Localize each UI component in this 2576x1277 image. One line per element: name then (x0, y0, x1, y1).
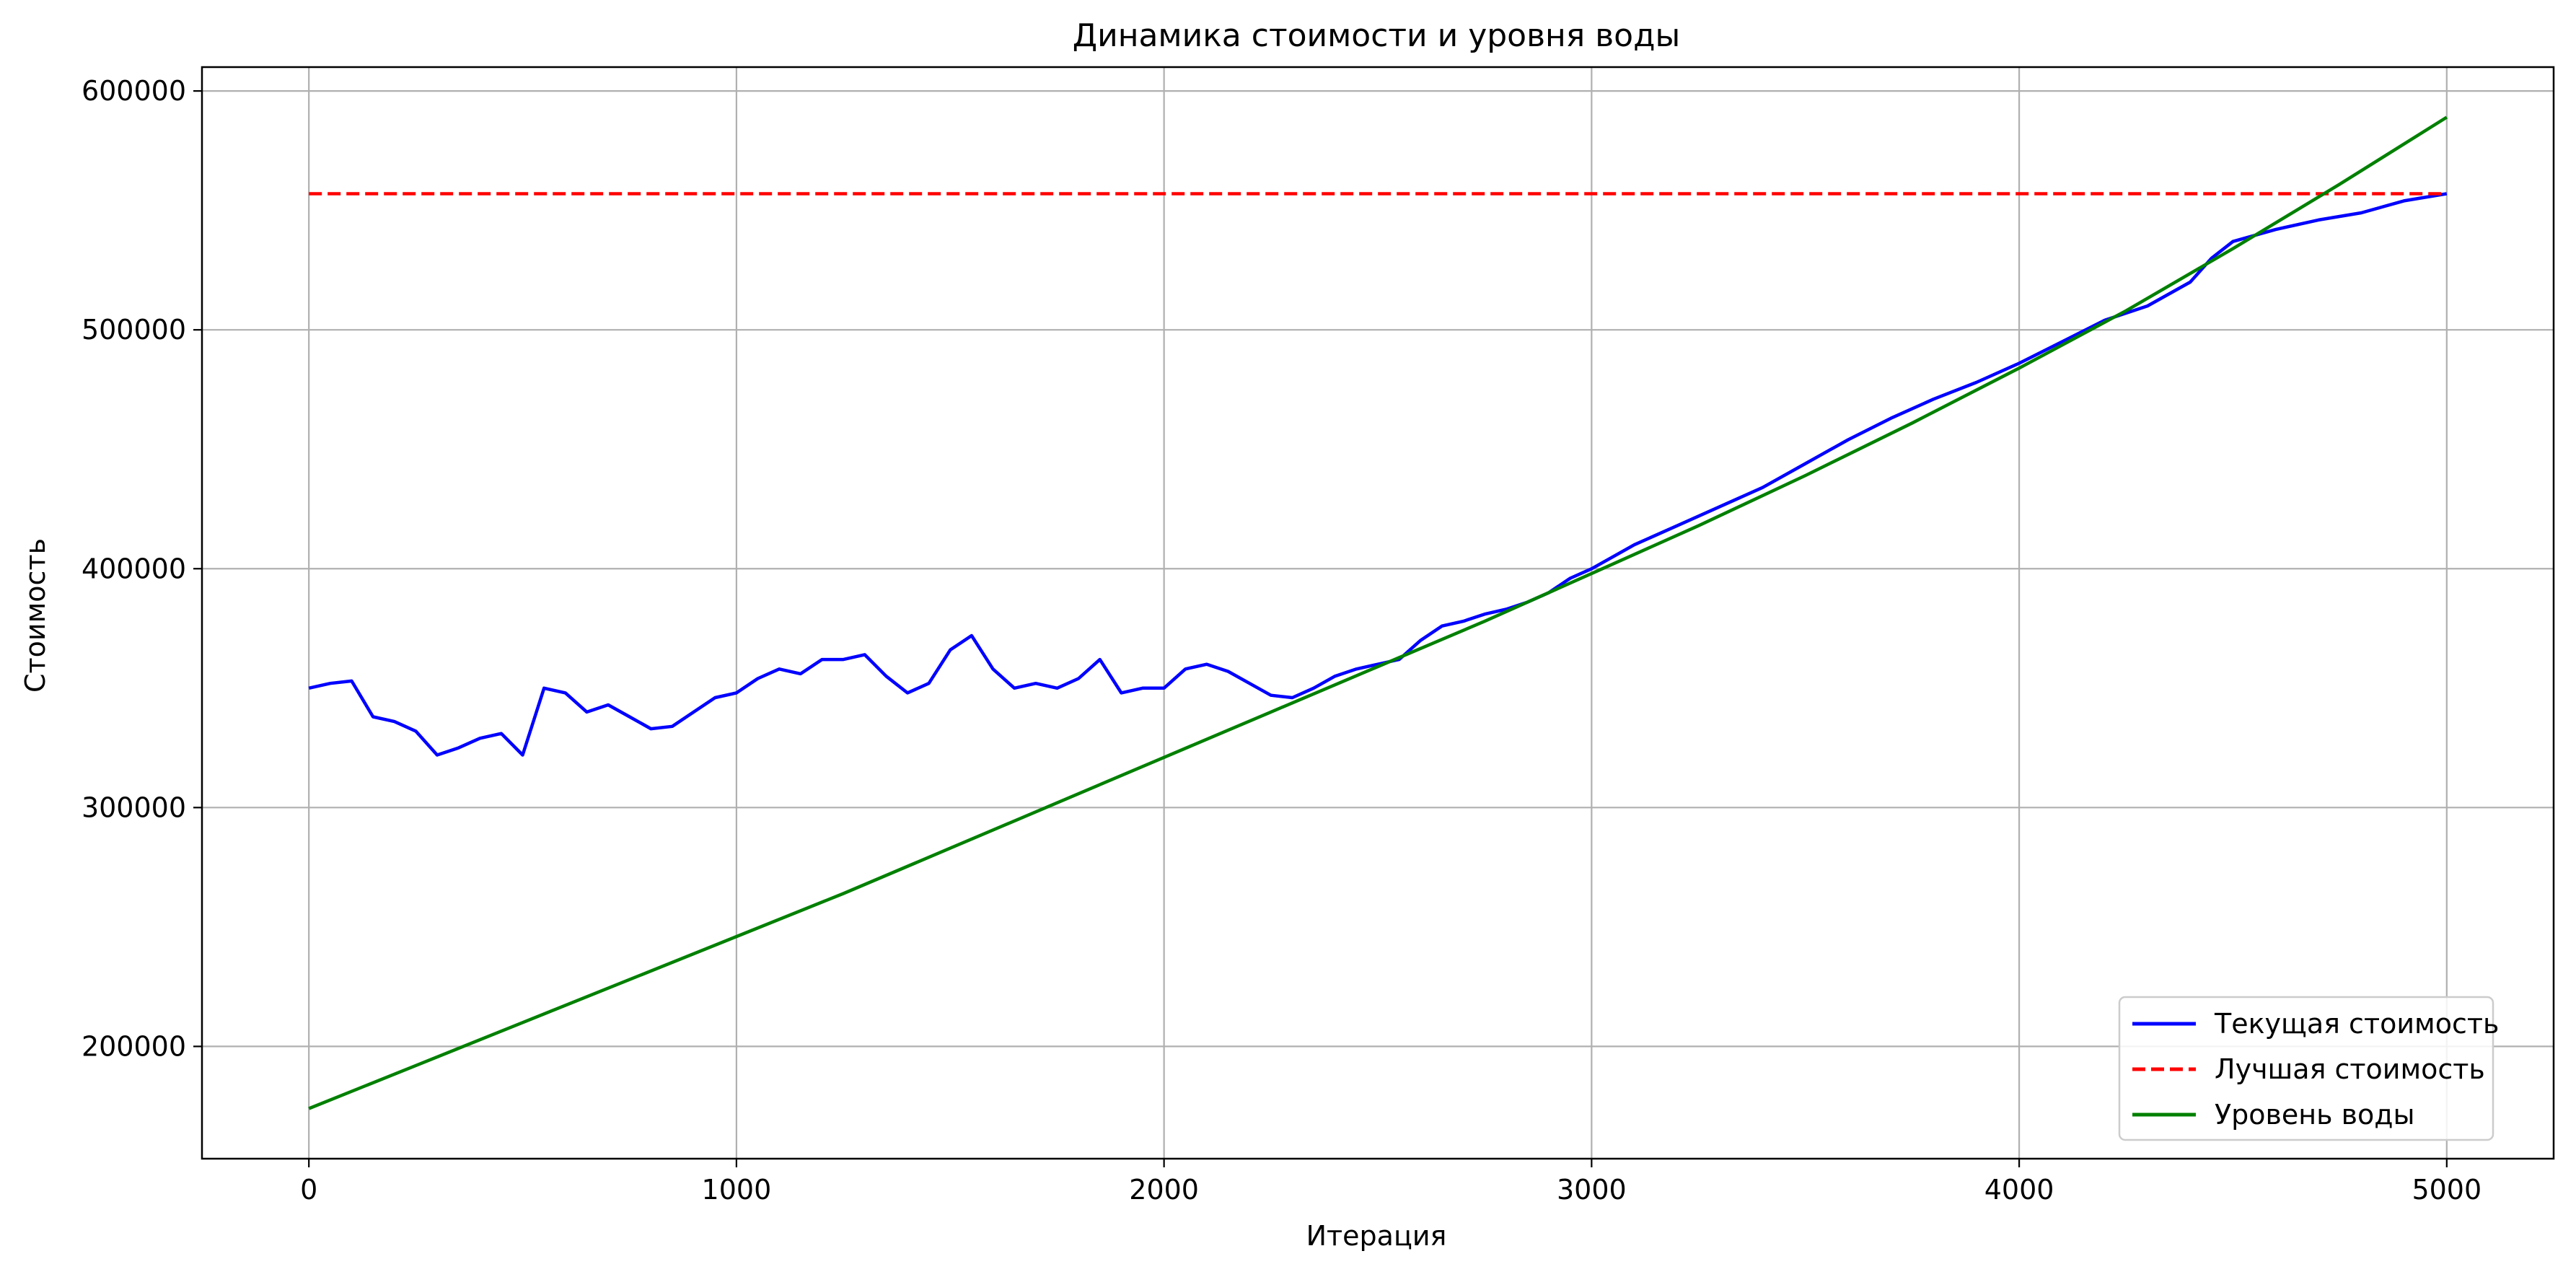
x-tick-label: 5000 (2412, 1174, 2482, 1206)
legend-label-best-cost: Лучшая стоимость (2215, 1053, 2485, 1085)
legend-box (2118, 996, 2494, 1141)
x-tick-label: 2000 (1129, 1174, 1199, 1206)
x-axis-label: Итерация (1306, 1220, 1447, 1252)
chart-title: Динамика стоимости и уровня воды (1073, 17, 1681, 54)
x-tick-label: 0 (300, 1174, 317, 1206)
current-cost-line (308, 192, 2448, 757)
series-lines (308, 115, 2448, 1110)
y-axis-label: Стоимость (19, 538, 51, 693)
y-tick-label: 300000 (82, 791, 186, 823)
x-tick-label: 3000 (1557, 1174, 1627, 1206)
legend-label-current-cost: Текущая стоимость (2214, 1008, 2499, 1040)
water-level-line (308, 115, 2448, 1110)
x-tick-label: 4000 (1984, 1174, 2054, 1206)
legend: Текущая стоимость Лучшая стоимость Урове… (2118, 996, 2499, 1141)
x-axis-ticks: 0 1000 2000 3000 4000 5000 (300, 1159, 2482, 1206)
x-tick-label: 1000 (702, 1174, 772, 1206)
y-tick-label: 500000 (82, 314, 186, 346)
y-tick-label: 200000 (82, 1030, 186, 1062)
legend-label-water-level: Уровень воды (2215, 1099, 2415, 1131)
y-tick-label: 600000 (82, 75, 186, 107)
y-axis-ticks: 200000 300000 400000 500000 600000 (82, 75, 202, 1062)
y-tick-label: 400000 (82, 553, 186, 584)
plot-frame (201, 66, 2555, 1160)
